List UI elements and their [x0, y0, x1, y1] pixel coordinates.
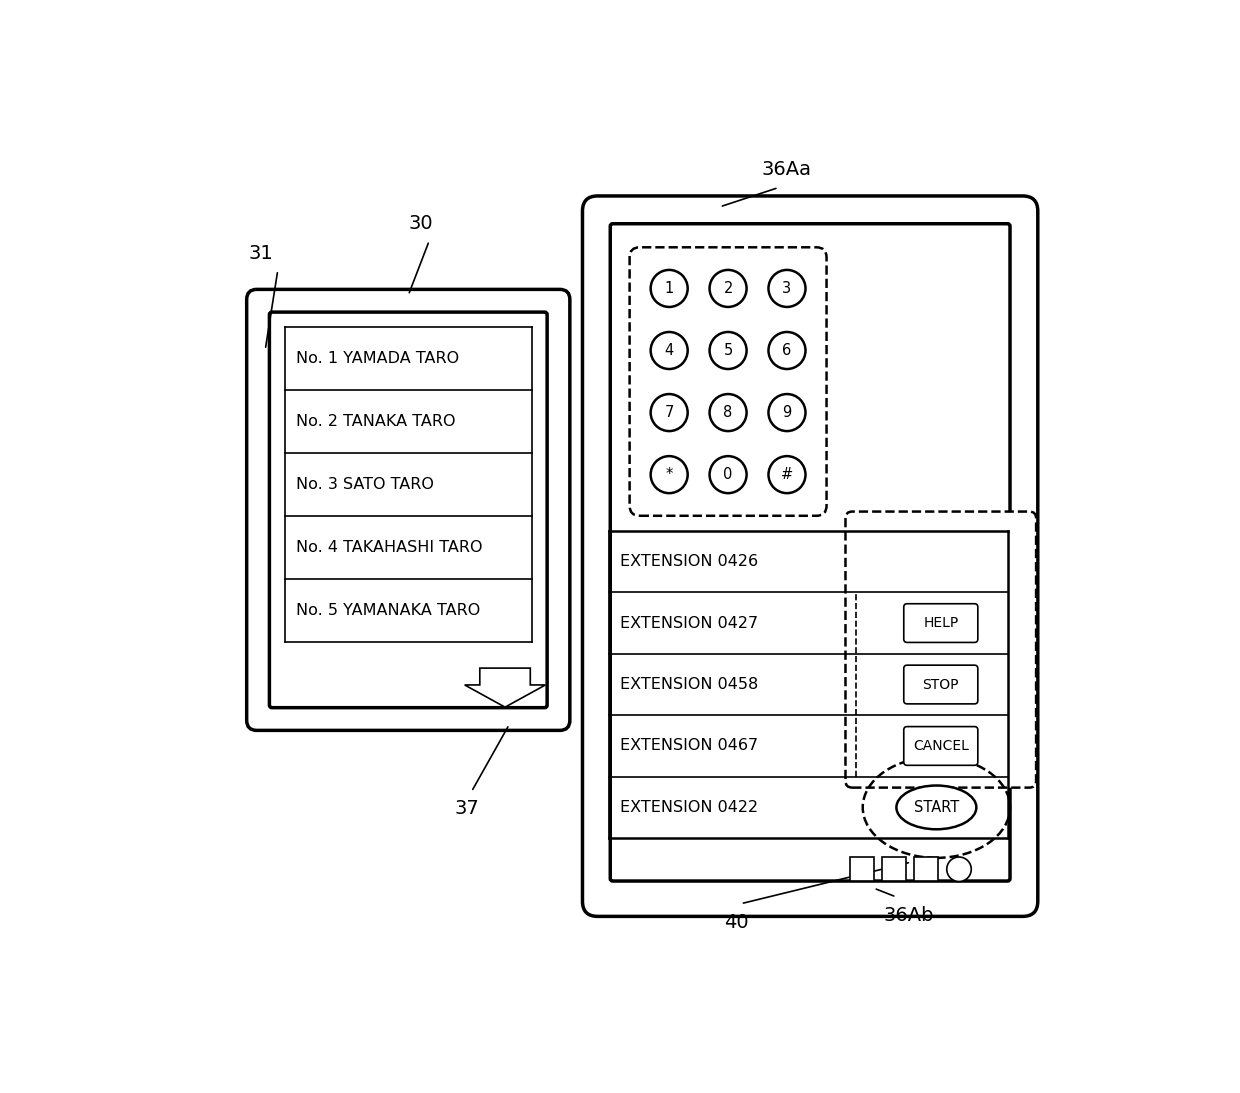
Text: 30: 30: [408, 214, 433, 233]
Text: No. 3 SATO TARO: No. 3 SATO TARO: [296, 478, 434, 492]
FancyBboxPatch shape: [904, 603, 978, 643]
Text: No. 2 TANAKA TARO: No. 2 TANAKA TARO: [296, 414, 456, 430]
Circle shape: [769, 270, 806, 307]
Text: START: START: [914, 800, 959, 815]
FancyBboxPatch shape: [247, 290, 570, 730]
Bar: [882, 858, 905, 881]
Text: 9: 9: [782, 406, 791, 420]
Circle shape: [709, 332, 746, 369]
Circle shape: [651, 270, 688, 307]
FancyBboxPatch shape: [269, 313, 547, 707]
Circle shape: [709, 395, 746, 431]
Bar: [914, 858, 937, 881]
Text: 8: 8: [723, 406, 733, 420]
Text: 0: 0: [723, 467, 733, 482]
Circle shape: [769, 332, 806, 369]
Circle shape: [709, 270, 746, 307]
Text: EXTENSION 0458: EXTENSION 0458: [620, 677, 759, 692]
Text: 37: 37: [455, 799, 480, 819]
Text: 5: 5: [723, 343, 733, 359]
Circle shape: [709, 456, 746, 493]
Text: EXTENSION 0426: EXTENSION 0426: [620, 554, 759, 569]
Text: EXTENSION 0467: EXTENSION 0467: [620, 739, 759, 753]
Text: 1: 1: [665, 281, 673, 296]
Text: No. 4 TAKAHASHI TARO: No. 4 TAKAHASHI TARO: [296, 540, 482, 555]
FancyBboxPatch shape: [630, 247, 827, 516]
Circle shape: [651, 456, 688, 493]
Bar: [851, 858, 874, 881]
Text: 6: 6: [782, 343, 791, 359]
Text: No. 1 YAMADA TARO: No. 1 YAMADA TARO: [296, 351, 460, 366]
Circle shape: [769, 456, 806, 493]
Polygon shape: [465, 668, 546, 707]
Circle shape: [651, 395, 688, 431]
Circle shape: [769, 395, 806, 431]
Text: 3: 3: [782, 281, 791, 296]
Text: HELP: HELP: [923, 616, 959, 630]
Text: 2: 2: [723, 281, 733, 296]
Text: 40: 40: [724, 913, 749, 931]
Text: *: *: [666, 467, 673, 482]
FancyBboxPatch shape: [610, 224, 1011, 881]
Text: 31: 31: [248, 244, 273, 262]
Text: No. 5 YAMANAKA TARO: No. 5 YAMANAKA TARO: [296, 603, 481, 618]
FancyBboxPatch shape: [904, 666, 978, 704]
FancyBboxPatch shape: [846, 512, 1037, 788]
Circle shape: [947, 857, 971, 882]
Text: EXTENSION 0427: EXTENSION 0427: [620, 615, 759, 631]
Text: 36Ab: 36Ab: [884, 906, 934, 925]
Text: CANCEL: CANCEL: [913, 739, 968, 753]
Text: EXTENSION 0422: EXTENSION 0422: [620, 800, 759, 815]
Circle shape: [651, 332, 688, 369]
Text: 4: 4: [665, 343, 673, 359]
Ellipse shape: [897, 786, 976, 830]
Text: #: #: [781, 467, 794, 482]
Text: 7: 7: [665, 406, 673, 420]
FancyBboxPatch shape: [904, 727, 978, 765]
Text: 36Aa: 36Aa: [763, 160, 812, 178]
Text: STOP: STOP: [923, 678, 959, 692]
FancyBboxPatch shape: [583, 196, 1038, 916]
